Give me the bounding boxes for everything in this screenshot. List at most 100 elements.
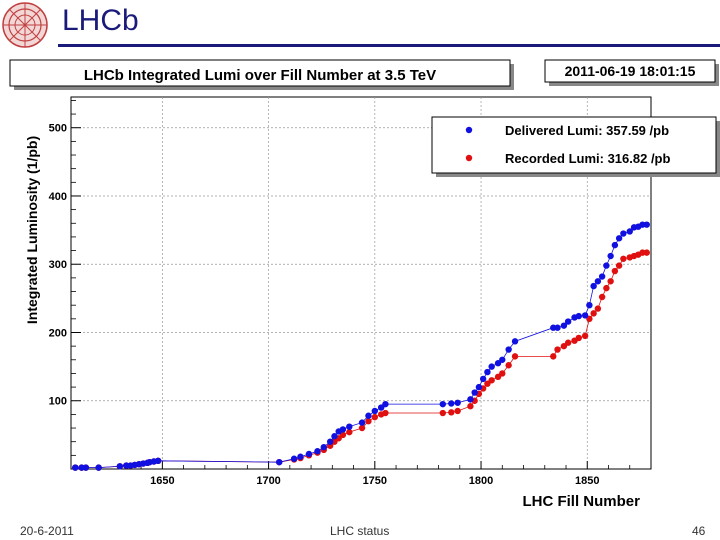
data-point [575, 334, 582, 342]
data-point [643, 221, 650, 228]
data-point [581, 332, 589, 340]
data-point [611, 241, 619, 249]
data-point [346, 428, 353, 436]
data-point [314, 448, 321, 455]
chart-title: LHCb Integrated Lumi over Fill Number at… [84, 67, 436, 84]
x-tick-label: 1850 [575, 475, 599, 487]
data-point [320, 443, 328, 451]
data-point [116, 463, 124, 470]
data-point [607, 252, 614, 260]
data-point [82, 464, 90, 471]
data-point [371, 407, 379, 415]
data-point [564, 318, 572, 325]
x-tick-label: 1800 [469, 475, 493, 487]
x-axis-label: LHC Fill Number [522, 493, 640, 510]
legend-marker-recorded [465, 154, 473, 162]
data-point [382, 409, 389, 417]
data-point [590, 282, 597, 290]
data-point [365, 412, 372, 419]
data-point [479, 375, 487, 383]
page-number: 46 [692, 524, 706, 538]
data-point [484, 368, 491, 376]
data-point [611, 267, 619, 275]
data-point [439, 409, 446, 417]
slide-title: LHCb [62, 4, 139, 37]
data-point [505, 346, 512, 353]
data-point [297, 453, 304, 460]
data-point [358, 424, 366, 432]
data-point [554, 324, 561, 331]
data-point [603, 284, 610, 292]
data-point [594, 278, 602, 285]
data-point [499, 370, 506, 377]
data-point [339, 426, 347, 433]
data-point [471, 389, 478, 396]
data-point [511, 338, 519, 345]
data-point [620, 230, 627, 237]
data-point [339, 431, 347, 439]
data-point [377, 404, 385, 411]
data-point [439, 400, 446, 408]
data-point [484, 380, 491, 387]
footer-date: 20-6-2011 [20, 524, 74, 538]
data-point [554, 346, 561, 353]
data-point [326, 438, 334, 445]
data-point [607, 278, 614, 285]
data-point [454, 407, 461, 415]
data-point [488, 377, 495, 384]
data-point [467, 403, 474, 410]
y-tick-label: 300 [49, 259, 67, 271]
data-point [560, 322, 568, 329]
y-axis-label: Integrated Luminosity (1/pb) [24, 136, 40, 324]
data-point [290, 455, 298, 462]
data-point [305, 450, 313, 458]
data-point [643, 249, 650, 256]
x-tick-label: 1650 [150, 475, 174, 487]
data-point [598, 273, 606, 280]
data-point [72, 464, 79, 471]
data-point [454, 399, 461, 406]
data-point [603, 262, 610, 269]
data-point [586, 301, 593, 309]
data-point [276, 458, 283, 466]
data-point [575, 312, 582, 320]
data-point [494, 360, 502, 367]
data-point [620, 255, 627, 262]
timestamp: 2011-06-19 18:01:15 [565, 63, 696, 79]
data-point [488, 363, 495, 370]
data-point [550, 353, 557, 360]
data-point [511, 353, 519, 360]
data-point [331, 433, 338, 440]
data-point [358, 419, 366, 426]
legend-marker-delivered [465, 126, 473, 134]
y-tick-label: 200 [49, 327, 67, 339]
data-point [594, 305, 602, 312]
legend [431, 116, 717, 174]
legend-label-recorded: Recorded Lumi: 316.82 /pb [505, 151, 670, 166]
data-point [560, 342, 568, 350]
data-point [448, 409, 455, 416]
data-point [371, 413, 379, 421]
x-tick-label: 1700 [256, 475, 280, 487]
lhcb-logo [0, 0, 50, 50]
data-point [346, 423, 353, 430]
data-point [615, 262, 623, 269]
data-point [382, 400, 389, 408]
data-point [564, 339, 572, 346]
data-point [586, 315, 593, 323]
footer-title: LHC status [330, 524, 390, 538]
data-point [154, 457, 162, 465]
data-point [598, 293, 606, 301]
data-point [615, 235, 623, 242]
x-tick-label: 1750 [363, 475, 387, 487]
data-point [581, 312, 589, 319]
data-point [467, 396, 474, 403]
data-point [626, 228, 633, 235]
data-point [505, 362, 512, 369]
data-point [499, 356, 506, 363]
data-point [365, 418, 372, 425]
y-tick-label: 400 [49, 191, 67, 203]
data-point [494, 373, 502, 381]
y-tick-label: 100 [49, 396, 67, 408]
